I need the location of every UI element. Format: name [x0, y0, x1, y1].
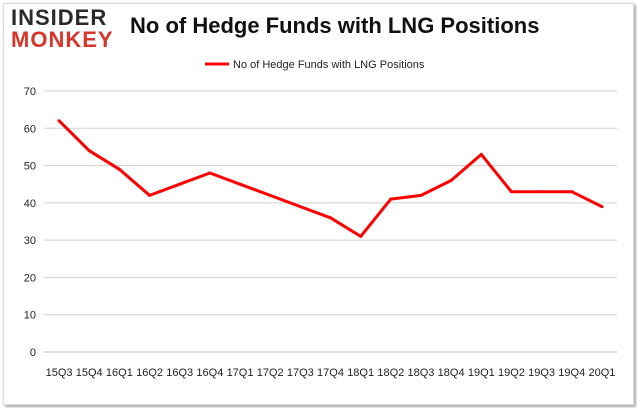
x-tick-label: 18Q1	[347, 367, 374, 379]
x-tick-label: 19Q3	[528, 367, 555, 379]
y-tick-label: 10	[24, 310, 36, 322]
insider-monkey-logo: INSIDER MONKEY	[11, 7, 115, 52]
data-point	[509, 190, 513, 194]
y-tick-label: 60	[24, 123, 36, 135]
data-point	[570, 190, 574, 194]
x-tick-label: 17Q4	[317, 367, 344, 379]
x-tick-label: 16Q3	[166, 367, 193, 379]
data-point	[148, 193, 152, 197]
x-tick-label: 17Q1	[227, 367, 254, 379]
data-point	[57, 119, 61, 123]
x-tick-label: 16Q2	[136, 367, 163, 379]
data-point	[238, 182, 242, 186]
x-tick-label: 20Q1	[588, 367, 615, 379]
x-tick-label: 19Q1	[468, 367, 495, 379]
y-tick-label: 70	[24, 86, 36, 98]
x-tick-label: 17Q3	[287, 367, 314, 379]
data-point	[600, 205, 604, 209]
data-point	[298, 205, 302, 209]
y-axis-ticks: 0 10 20 30 40 50 60 70	[24, 86, 36, 359]
y-tick-label: 50	[24, 161, 36, 173]
data-point	[479, 152, 483, 156]
x-tick-label: 18Q3	[408, 367, 435, 379]
data-point	[389, 197, 393, 201]
x-tick-label: 15Q4	[76, 367, 103, 379]
x-tick-label: 18Q4	[438, 367, 465, 379]
y-tick-label: 20	[24, 272, 36, 284]
data-point	[268, 193, 272, 197]
gridlines	[44, 90, 617, 316]
logo-text-bottom: MONKEY	[11, 27, 114, 52]
data-point	[419, 193, 423, 197]
logo-text-top: INSIDER	[11, 5, 108, 30]
data-point	[87, 149, 91, 153]
x-tick-label: 19Q4	[558, 367, 585, 379]
x-tick-label: 17Q2	[257, 367, 284, 379]
data-point	[208, 171, 212, 175]
chart-title: No of Hedge Funds with LNG Positions	[130, 13, 540, 38]
x-tick-label: 18Q2	[377, 367, 404, 379]
series-group	[57, 119, 604, 238]
data-point	[540, 190, 544, 194]
x-tick-label: 16Q1	[106, 367, 133, 379]
legend: No of Hedge Funds with LNG Positions	[205, 59, 425, 71]
data-point	[117, 167, 121, 171]
data-point	[359, 234, 363, 238]
y-tick-label: 0	[30, 347, 36, 359]
data-point	[329, 216, 332, 220]
legend-label: No of Hedge Funds with LNG Positions	[233, 59, 425, 71]
data-point	[178, 182, 182, 186]
x-tick-label: 19Q2	[498, 367, 525, 379]
x-tick-label: 15Q3	[46, 367, 73, 379]
y-tick-label: 40	[24, 198, 36, 210]
x-axis-ticks: 15Q3 15Q4 16Q1 16Q2 16Q3 16Q4 17Q1 17Q2 17Q3 17Q4…	[46, 367, 616, 379]
chart-frame	[3, 3, 634, 405]
y-tick-label: 30	[24, 235, 36, 247]
x-tick-label: 16Q4	[196, 367, 223, 379]
data-point	[449, 178, 453, 182]
